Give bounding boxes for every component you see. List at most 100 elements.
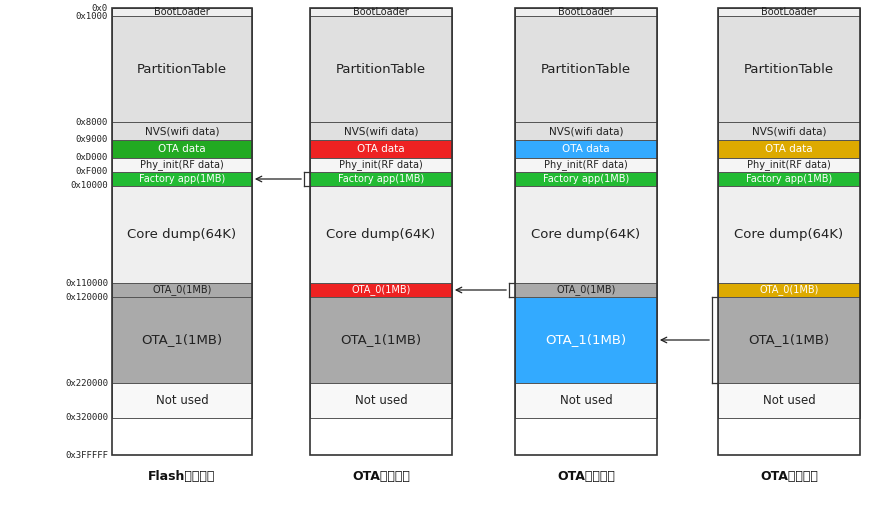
Text: 0xD000: 0xD000 xyxy=(76,154,108,162)
Text: Phy_init(RF data): Phy_init(RF data) xyxy=(140,159,224,171)
Text: 0x10000: 0x10000 xyxy=(71,182,108,190)
Bar xyxy=(112,283,252,297)
Bar xyxy=(515,122,657,140)
Bar xyxy=(515,383,657,418)
Bar xyxy=(112,122,252,140)
Bar xyxy=(310,297,452,383)
Bar xyxy=(310,8,452,455)
Bar xyxy=(718,16,860,122)
Bar xyxy=(515,283,657,297)
Bar xyxy=(515,16,657,122)
Bar xyxy=(112,8,252,455)
Text: OTA升级两次: OTA升级两次 xyxy=(557,470,615,484)
Bar xyxy=(310,16,452,122)
Text: NVS(wifi data): NVS(wifi data) xyxy=(752,126,826,136)
Text: 0x1000: 0x1000 xyxy=(76,12,108,20)
Bar xyxy=(515,140,657,158)
Text: 0x120000: 0x120000 xyxy=(65,293,108,301)
Text: Core dump(64K): Core dump(64K) xyxy=(326,228,435,241)
Text: BootLoader: BootLoader xyxy=(558,7,614,17)
Text: Factory app(1MB): Factory app(1MB) xyxy=(139,174,225,184)
Text: Factory app(1MB): Factory app(1MB) xyxy=(746,174,832,184)
Text: 0x110000: 0x110000 xyxy=(65,278,108,288)
Text: 0x220000: 0x220000 xyxy=(65,379,108,387)
Text: Phy_init(RF data): Phy_init(RF data) xyxy=(545,159,628,171)
Bar xyxy=(112,16,252,122)
Text: NVS(wifi data): NVS(wifi data) xyxy=(343,126,419,136)
Bar xyxy=(515,297,657,383)
Text: OTA data: OTA data xyxy=(562,144,610,154)
Bar xyxy=(112,140,252,158)
Text: Factory app(1MB): Factory app(1MB) xyxy=(338,174,424,184)
Bar xyxy=(112,297,252,383)
Text: 0x9000: 0x9000 xyxy=(76,135,108,145)
Bar xyxy=(515,172,657,186)
Bar xyxy=(718,297,860,383)
Text: OTA_1(1MB): OTA_1(1MB) xyxy=(748,333,829,347)
Bar xyxy=(112,8,252,16)
Text: BootLoader: BootLoader xyxy=(761,7,817,17)
Text: OTA_1(1MB): OTA_1(1MB) xyxy=(545,333,627,347)
Text: OTA升级三次: OTA升级三次 xyxy=(760,470,818,484)
Bar xyxy=(310,283,452,297)
Text: OTA_0(1MB): OTA_0(1MB) xyxy=(152,285,212,295)
Text: 0x8000: 0x8000 xyxy=(76,118,108,127)
Text: Not used: Not used xyxy=(559,394,613,407)
Text: OTA_1(1MB): OTA_1(1MB) xyxy=(142,333,223,347)
Bar xyxy=(112,172,252,186)
Bar xyxy=(718,140,860,158)
Text: Not used: Not used xyxy=(156,394,208,407)
Bar xyxy=(718,283,860,297)
Text: NVS(wifi data): NVS(wifi data) xyxy=(549,126,623,136)
Bar xyxy=(310,140,452,158)
Text: PartitionTable: PartitionTable xyxy=(541,63,631,75)
Text: BootLoader: BootLoader xyxy=(154,7,210,17)
Bar xyxy=(515,8,657,455)
Bar xyxy=(310,172,452,186)
Bar xyxy=(718,122,860,140)
Text: OTA升级一次: OTA升级一次 xyxy=(352,470,410,484)
Bar xyxy=(310,186,452,283)
Bar xyxy=(718,8,860,16)
Text: Phy_init(RF data): Phy_init(RF data) xyxy=(339,159,423,171)
Bar xyxy=(718,158,860,172)
Text: Core dump(64K): Core dump(64K) xyxy=(734,228,843,241)
Text: OTA data: OTA data xyxy=(357,144,405,154)
Text: OTA data: OTA data xyxy=(158,144,205,154)
Bar xyxy=(112,383,252,418)
Bar xyxy=(515,186,657,283)
Text: PartitionTable: PartitionTable xyxy=(744,63,834,75)
Text: OTA_0(1MB): OTA_0(1MB) xyxy=(557,285,615,295)
Text: BootLoader: BootLoader xyxy=(353,7,409,17)
Bar xyxy=(718,172,860,186)
Text: Phy_init(RF data): Phy_init(RF data) xyxy=(747,159,831,171)
Bar xyxy=(718,383,860,418)
Text: Not used: Not used xyxy=(763,394,815,407)
Text: OTA_0(1MB): OTA_0(1MB) xyxy=(351,285,411,295)
Text: 0x0: 0x0 xyxy=(92,4,108,13)
Bar xyxy=(515,8,657,16)
Bar xyxy=(112,186,252,283)
Text: 0x320000: 0x320000 xyxy=(65,413,108,422)
Text: Core dump(64K): Core dump(64K) xyxy=(128,228,237,241)
Text: Not used: Not used xyxy=(355,394,407,407)
Text: 0xF000: 0xF000 xyxy=(76,167,108,177)
Text: Flash出厂状态: Flash出厂状态 xyxy=(149,470,216,484)
Bar xyxy=(310,158,452,172)
Text: PartitionTable: PartitionTable xyxy=(137,63,227,75)
Bar xyxy=(515,158,657,172)
Bar xyxy=(310,8,452,16)
Text: OTA data: OTA data xyxy=(766,144,813,154)
Bar xyxy=(112,158,252,172)
Bar xyxy=(310,383,452,418)
Text: Factory app(1MB): Factory app(1MB) xyxy=(543,174,629,184)
Text: 0x3FFFFF: 0x3FFFFF xyxy=(65,450,108,460)
Text: OTA_0(1MB): OTA_0(1MB) xyxy=(760,285,819,295)
Text: OTA_1(1MB): OTA_1(1MB) xyxy=(341,333,421,347)
Bar xyxy=(310,122,452,140)
Text: PartitionTable: PartitionTable xyxy=(336,63,426,75)
Text: NVS(wifi data): NVS(wifi data) xyxy=(145,126,219,136)
Bar xyxy=(718,186,860,283)
Text: Core dump(64K): Core dump(64K) xyxy=(531,228,641,241)
Bar xyxy=(718,8,860,455)
